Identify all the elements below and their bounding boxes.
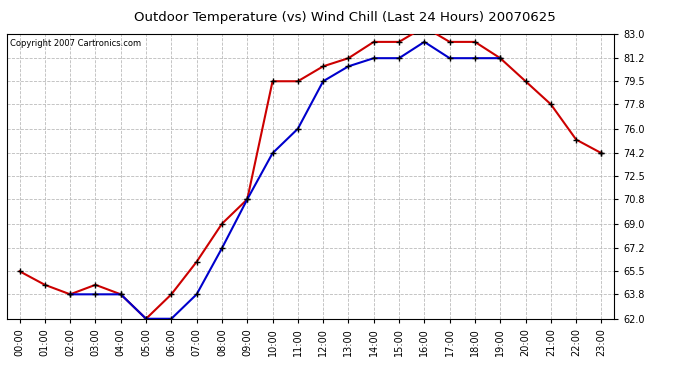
Text: Outdoor Temperature (vs) Wind Chill (Last 24 Hours) 20070625: Outdoor Temperature (vs) Wind Chill (Las… xyxy=(134,11,556,24)
Text: Copyright 2007 Cartronics.com: Copyright 2007 Cartronics.com xyxy=(10,39,141,48)
